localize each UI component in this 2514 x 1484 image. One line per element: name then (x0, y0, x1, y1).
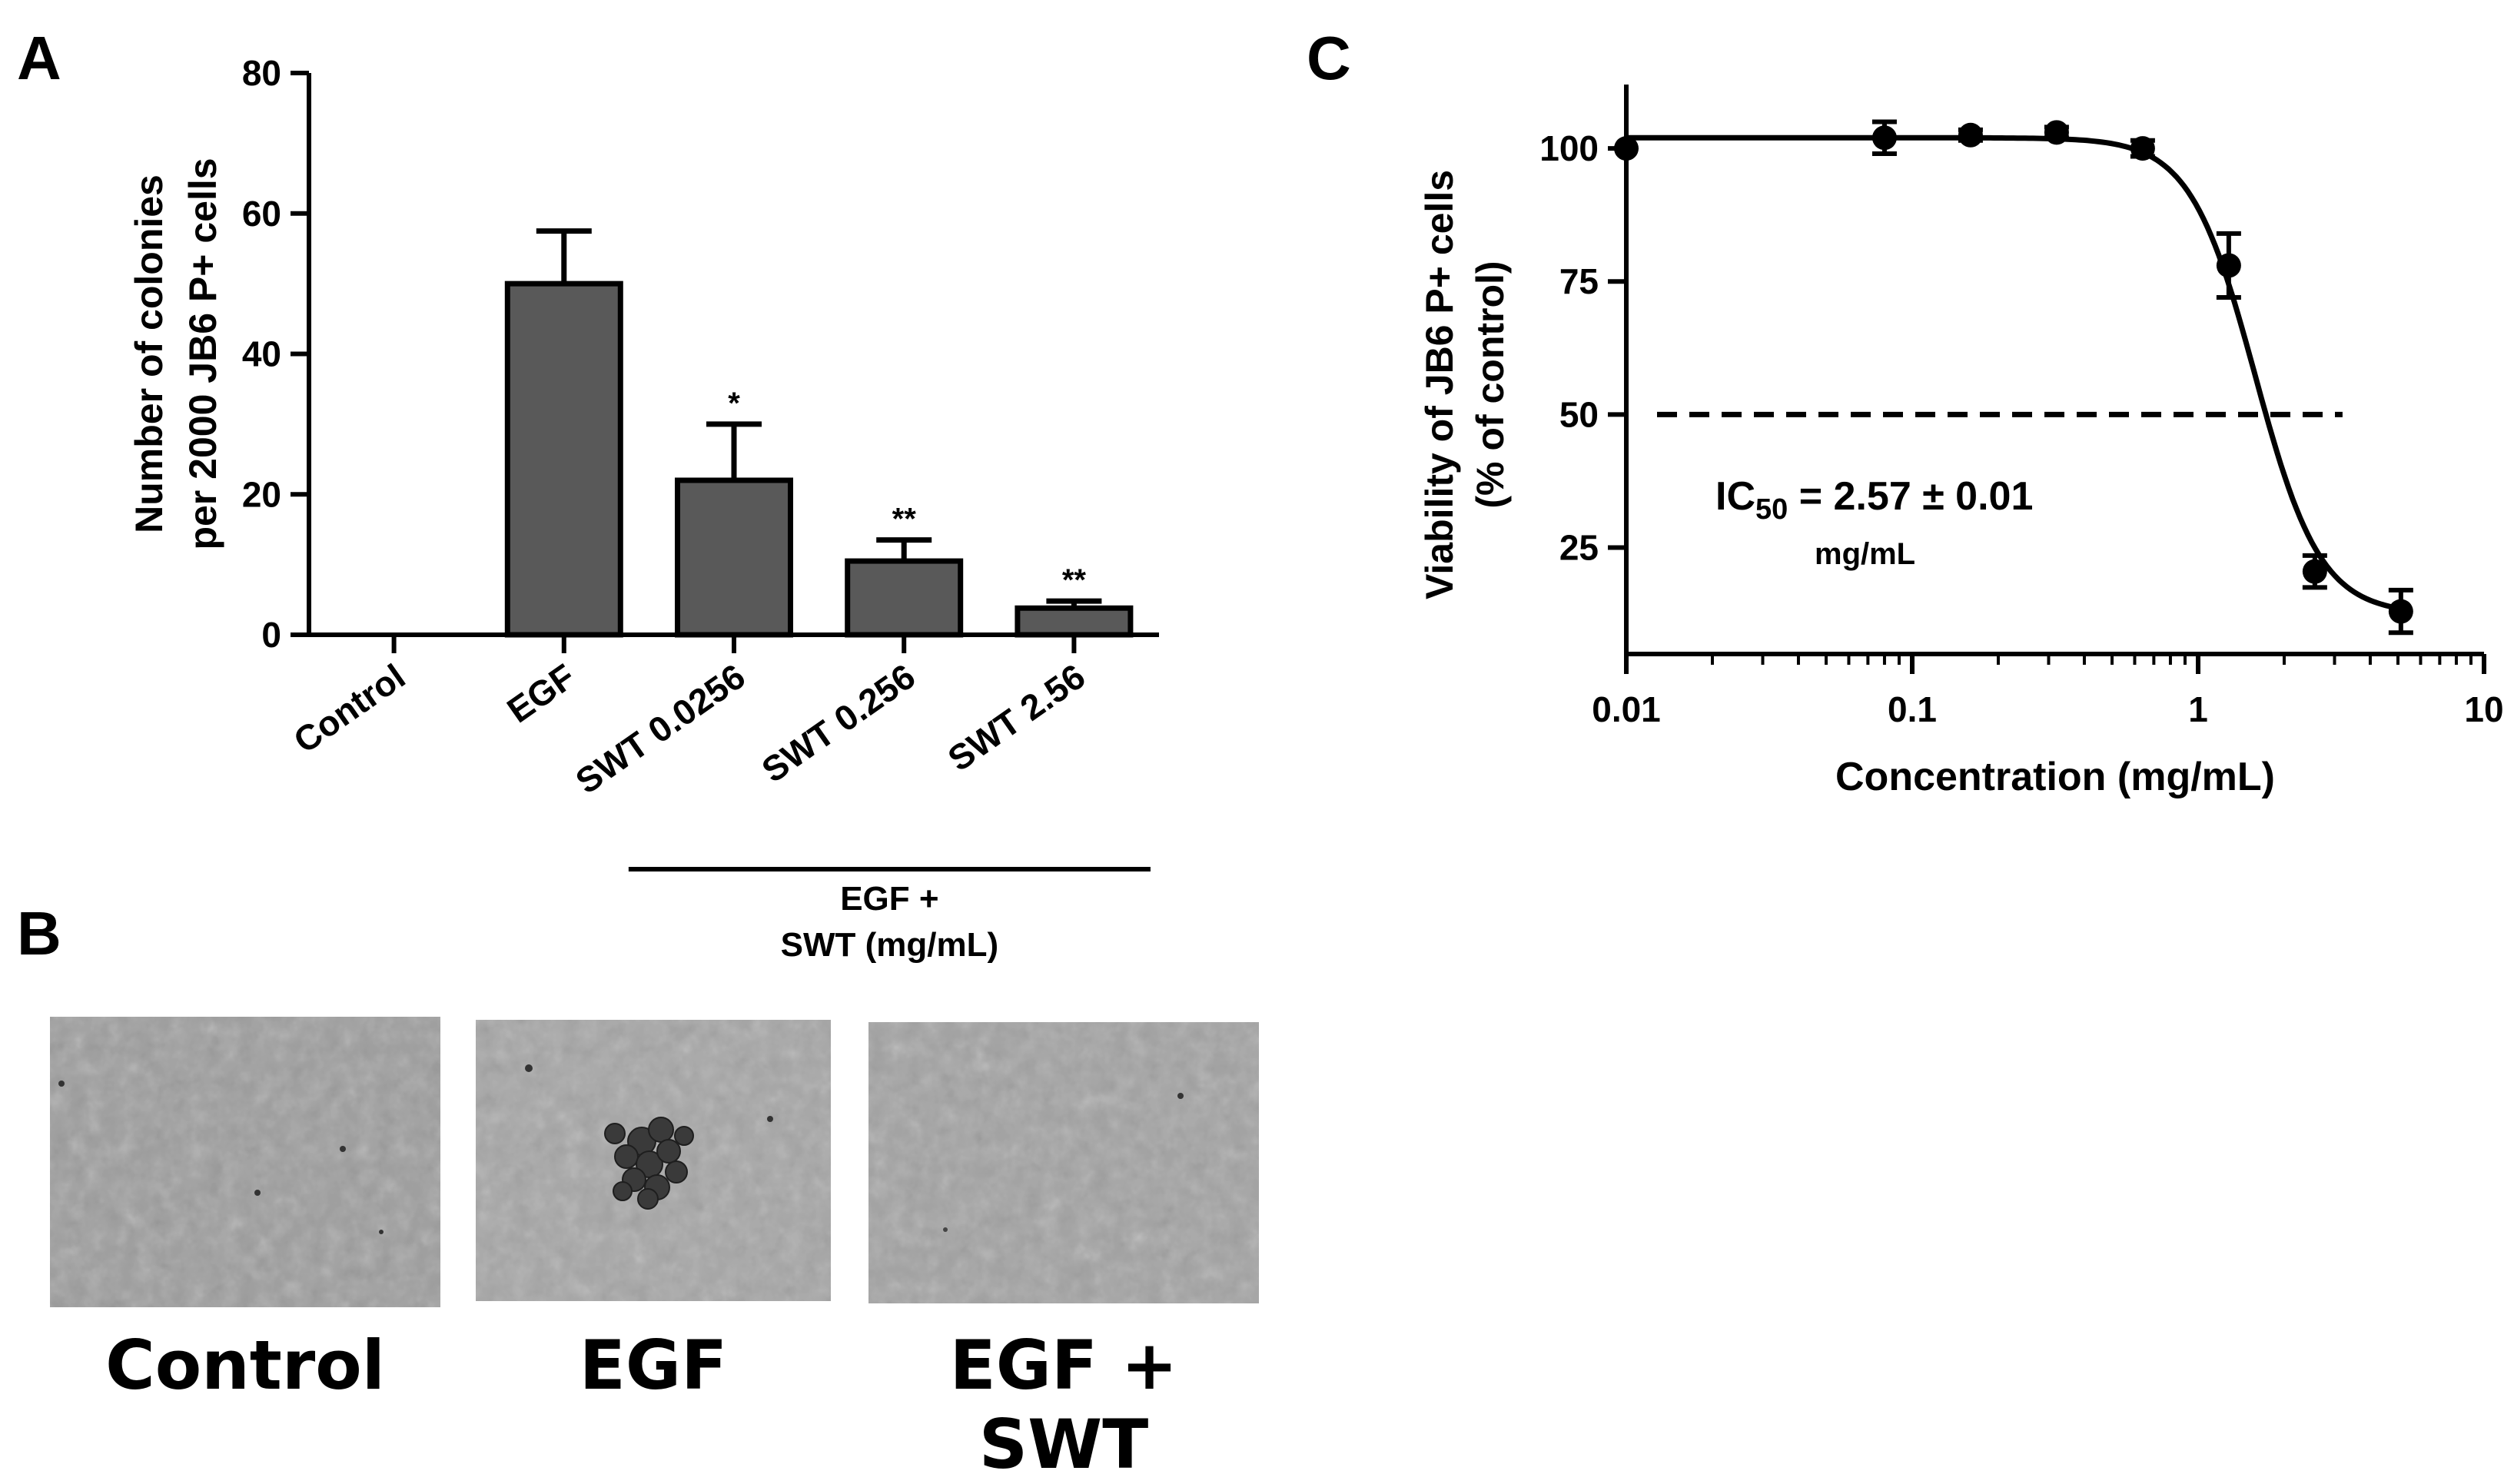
ic50-annotation: IC50 = 2.57 ± 0.01 mg/mL (1715, 474, 2033, 571)
bar-swt-2-56 (1015, 605, 1134, 638)
micrograph-control (50, 1017, 440, 1307)
data-point (2388, 599, 2413, 624)
bar-chart-bars: ***** (504, 228, 1134, 638)
y-tick-label: 100 (1539, 128, 1599, 168)
micrograph-speck (340, 1146, 346, 1152)
significance-marker: ** (1062, 563, 1087, 597)
x-tick-label: EGF (500, 656, 582, 731)
x-tick-label: 1 (2188, 689, 2208, 729)
group-bracket-label-line2: SWT (mg/mL) (781, 926, 999, 964)
x-tick-label: Control (287, 656, 413, 761)
y-tick-label: 0 (261, 615, 281, 655)
dose-response-points (1614, 119, 2413, 636)
x-tick-label: SWT 0.256 (755, 656, 922, 791)
treatment-group-bracket: EGF + SWT (mg/mL) (628, 867, 1151, 964)
bar-swt-0-256 (845, 558, 964, 638)
dose-response-chart-c: 25 50 75 100 0.01 0.1 1 10 Concentration (mg/mL)… (1418, 85, 2504, 799)
data-point (2302, 559, 2327, 584)
micrograph-speck (943, 1227, 948, 1232)
y-tick-label: 50 (1559, 394, 1599, 434)
x-tick-label: SWT 2.56 (941, 656, 1092, 779)
y-axis-label-line: Number of colonies (128, 174, 171, 533)
figure-canvas: A B C 0 20 40 60 80 Number of colonies per 20… (17, 24, 2504, 1307)
x-tick-label: 10 (2464, 689, 2503, 729)
data-point (1871, 125, 1897, 151)
data-point (2044, 120, 2069, 145)
y-tick-label: 40 (242, 334, 281, 374)
micrograph-label-egf-swt: EGF + SWT (949, 1326, 1178, 1484)
micrograph-speck (1177, 1093, 1184, 1099)
panel-c-letter: C (1307, 24, 1351, 92)
micrograph-speck (767, 1116, 773, 1122)
ic50-value-text: IC50 = 2.57 ± 0.01 (1715, 474, 2033, 526)
micrograph-label-control: Control (105, 1326, 385, 1405)
micrograph-speck (525, 1064, 533, 1072)
y-axis-label-line: Viability of JB6 P+ cells (1418, 170, 1461, 599)
significance-marker: ** (892, 503, 917, 536)
ic50-unit-text: mg/mL (1815, 537, 1915, 571)
dose-response-axes: 25 50 75 100 0.01 0.1 1 10 Concentration (mg/mL) (1539, 85, 2504, 799)
dose-response-y-axis-label: Viability of JB6 P+ cells (% of control) (1418, 170, 1512, 599)
x-tick-label: 0.01 (1592, 689, 1661, 729)
y-tick-label: 75 (1559, 261, 1599, 301)
bar-egf (504, 281, 623, 638)
bar-chart-a: 0 20 40 60 80 Number of colonies per 2000 JB6… (128, 53, 1159, 964)
x-axis-label: Concentration (mg/mL) (1835, 755, 2275, 799)
data-point (1958, 122, 1983, 148)
micrograph-speck (379, 1230, 384, 1234)
micrograph-egf-swt-background (868, 1022, 1259, 1303)
dose-response-fit-curve-group (1626, 134, 2402, 612)
data-point (2216, 253, 2241, 278)
micrograph-label-egf: EGF (579, 1326, 728, 1405)
y-tick-label: 25 (1559, 527, 1599, 567)
bar-swt-0-0256 (675, 477, 793, 638)
bar-chart-y-axis-label: Number of colonies per 2000 JB6 P+ cells (128, 158, 224, 549)
cell-colony (604, 1117, 694, 1210)
significance-marker: * (728, 387, 740, 420)
fit-curve (1626, 134, 2402, 612)
micrograph-egf (476, 1020, 831, 1301)
x-tick-label: 0.1 (1888, 689, 1937, 729)
group-bracket-label-line1: EGF + (840, 880, 938, 918)
micrograph-speck (254, 1190, 261, 1196)
y-axis-label-line: per 2000 JB6 P+ cells (181, 158, 224, 549)
y-axis-label-line: (% of control) (1469, 261, 1512, 508)
micrograph-speck (58, 1081, 65, 1087)
data-point (1614, 136, 1639, 161)
micrograph-control-background (50, 1017, 440, 1307)
bar-chart-axes: 0 20 40 60 80 (242, 53, 1159, 655)
x-tick-label: SWT 0.0256 (568, 656, 752, 802)
panel-a-letter: A (17, 24, 61, 92)
y-tick-label: 20 (242, 474, 281, 514)
panel-b-letter: B (17, 899, 61, 968)
micrograph-egf-swt (868, 1022, 1259, 1303)
y-tick-label: 80 (242, 53, 281, 93)
data-point (2130, 136, 2155, 161)
y-tick-label: 60 (242, 194, 281, 234)
